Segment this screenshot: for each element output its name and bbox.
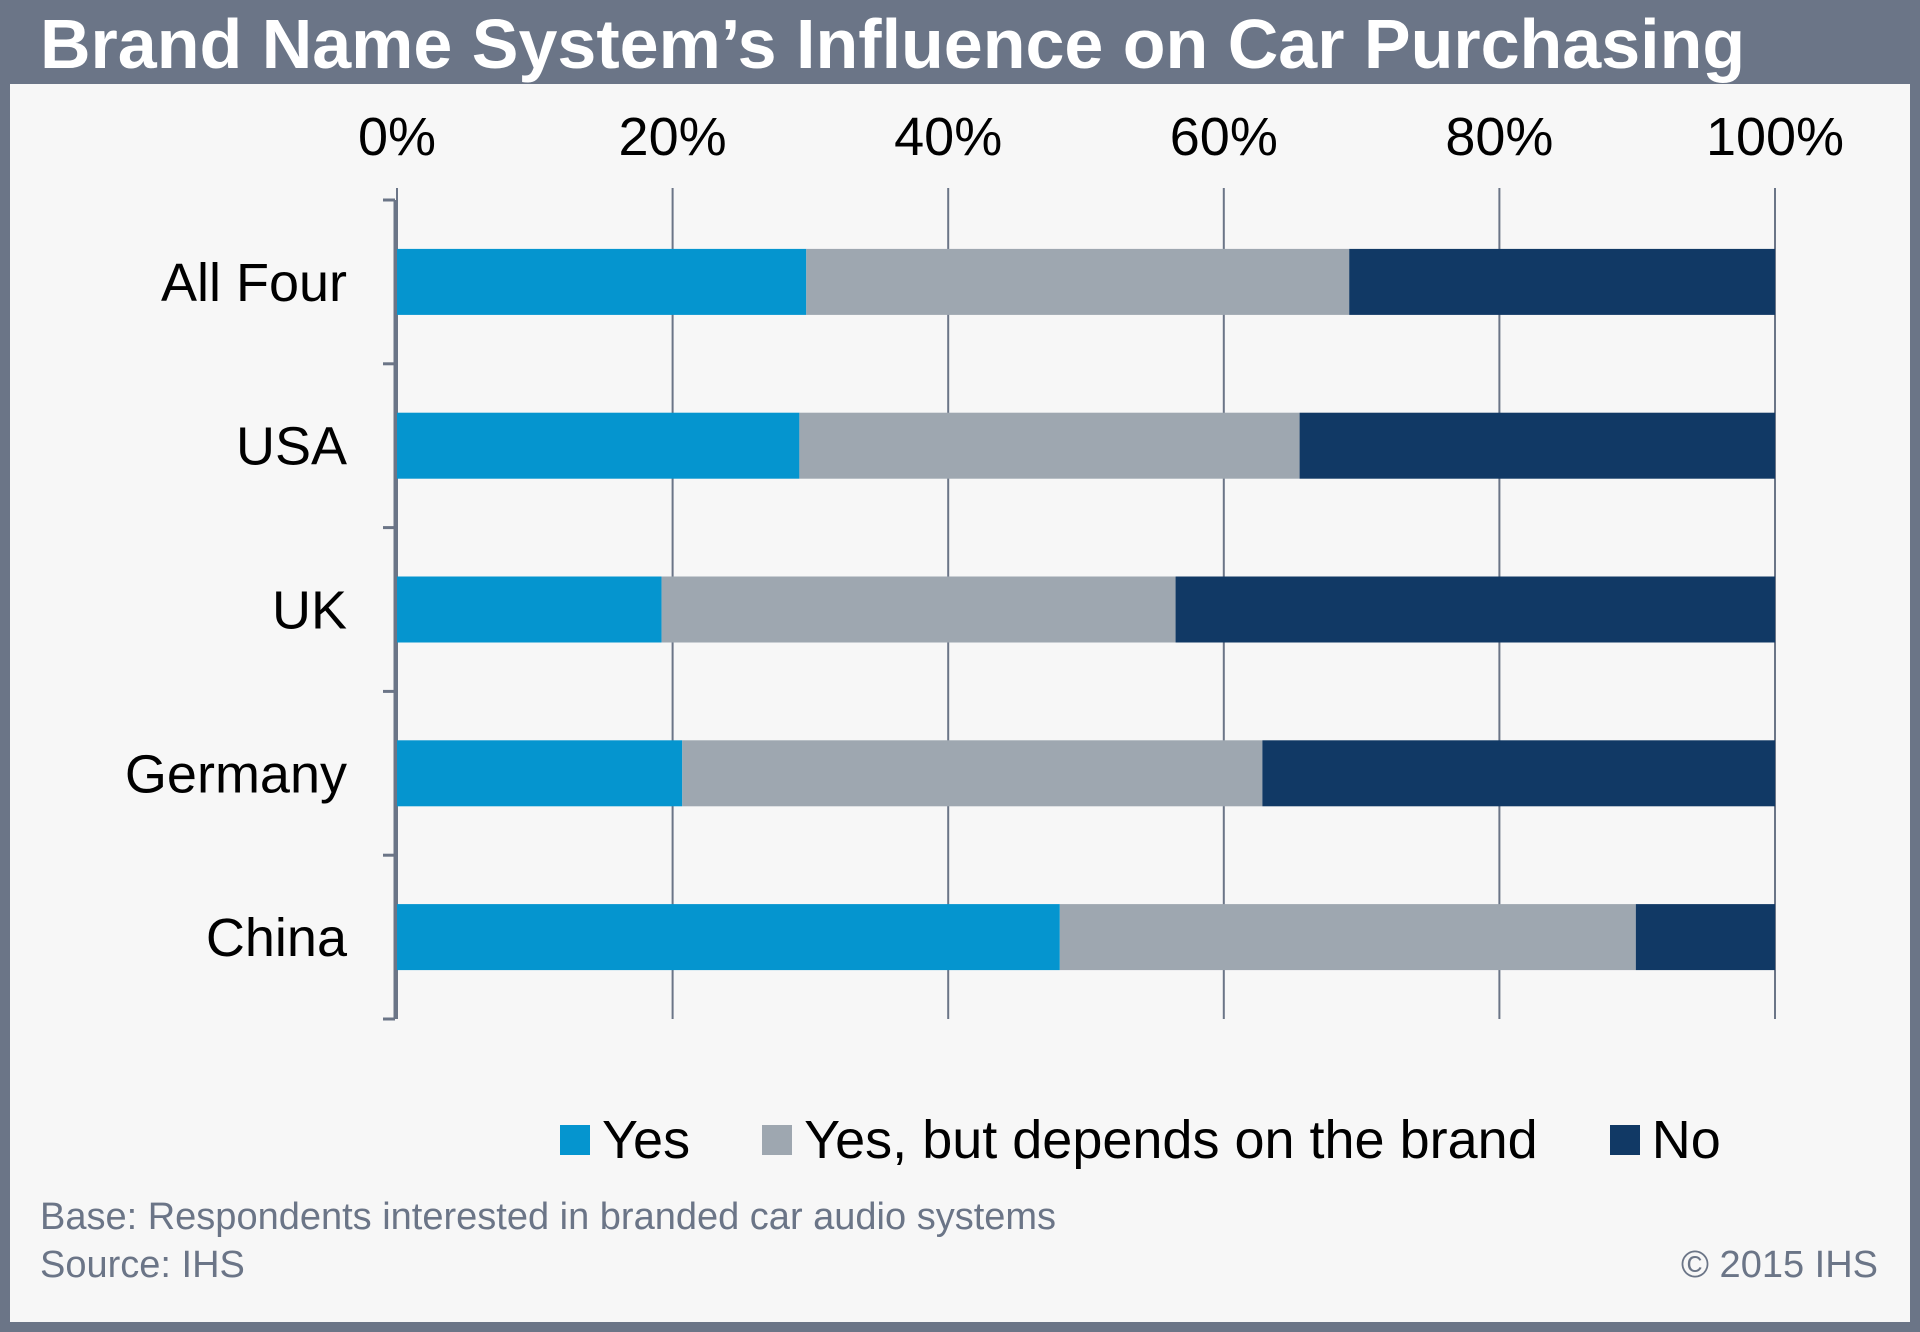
category-label: China [206,908,348,968]
bar-yes-usa [397,412,800,479]
bar-no-germany [1262,740,1775,807]
x-tick-label: 40% [894,107,1002,167]
bar-no-uk [1175,576,1775,643]
x-tick-label: 20% [619,107,727,167]
x-tick-label: 60% [1170,107,1278,167]
bar-yes-but-depends-on-the-brand-germany [682,740,1263,807]
x-tick-label: 80% [1445,107,1553,167]
bar-yes-but-depends-on-the-brand-china [1059,904,1636,971]
bar-yes-but-depends-on-the-brand-usa [799,412,1300,479]
footnote-base: Base: Respondents interested in branded … [40,1196,1057,1238]
bar-no-china [1635,904,1775,971]
x-tick-label: 0% [358,107,436,167]
footnote-source: Source: IHS [40,1244,245,1286]
legend-swatch [1609,1125,1640,1155]
category-label: UK [272,581,347,641]
bar-yes-germany [397,740,683,807]
category-label: Germany [125,744,347,804]
legend-item: Yes, but depends on the brand [762,1109,1538,1171]
chart-title: Brand Name System’s Influence on Car Pur… [40,5,1746,83]
legend-swatch [560,1125,590,1155]
bar-no-usa [1299,412,1775,479]
legend-label: Yes [602,1110,691,1170]
bar-yes-but-depends-on-the-brand-uk [661,576,1176,643]
legend-label: No [1651,1110,1721,1170]
legend-swatch [762,1125,793,1155]
category-label: All Four [161,253,347,313]
category-label: USA [236,417,347,477]
bar-yes-china [397,904,1060,971]
bar-yes-but-depends-on-the-brand-all-four [806,248,1350,315]
legend-item: No [1609,1109,1721,1171]
bar-yes-uk [397,576,662,643]
copyright: © 2015 IHS [1681,1244,1878,1286]
bar-no-all-four [1349,248,1775,315]
bar-yes-all-four [397,248,807,315]
legend-label: Yes, but depends on the brand [804,1110,1538,1170]
chart-legend: Yes Yes, but depends on the brand No [560,1110,1721,1170]
x-tick-label: 100% [1706,107,1844,167]
legend-item: Yes [560,1109,690,1171]
